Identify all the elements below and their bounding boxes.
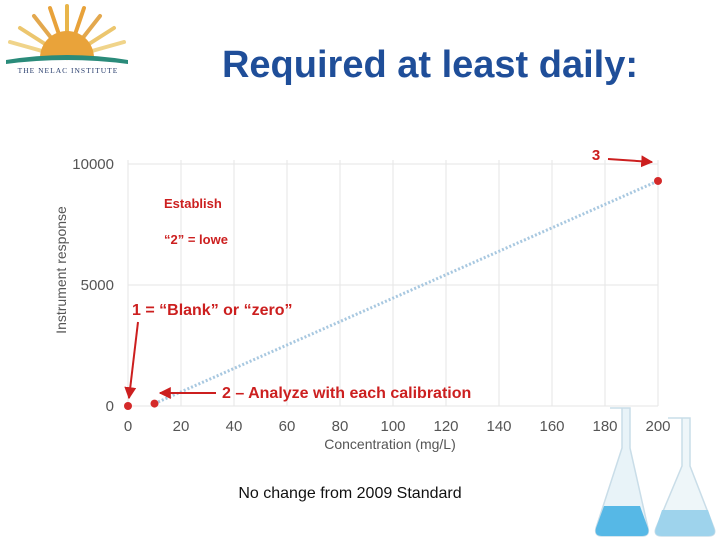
- flask-icon: [594, 407, 716, 537]
- nelac-logo: THE NELAC INSTITUTE: [0, 0, 135, 80]
- x-tick-label: 60: [279, 418, 296, 435]
- x-tick-label: 100: [380, 418, 405, 435]
- x-tick-label: 140: [486, 418, 511, 435]
- annotation-establish: Establish: [164, 196, 222, 211]
- y-tick-label: 5000: [81, 277, 114, 294]
- x-tick-label: 200: [645, 418, 670, 435]
- y-tick-label: 10000: [72, 156, 114, 173]
- x-tick-label: 40: [226, 418, 243, 435]
- y-axis-label: Instrument response: [53, 206, 69, 334]
- arrow-1: [124, 321, 139, 400]
- data-point: [654, 176, 662, 185]
- x-axis-label: Concentration (mg/L): [324, 436, 456, 452]
- x-tick-label: 0: [124, 418, 132, 435]
- x-tick-label: 80: [332, 418, 349, 435]
- data-point: [150, 399, 159, 408]
- data-point: [124, 402, 132, 410]
- trendline: [153, 179, 659, 405]
- slide-title: Required at least daily:: [221, 44, 638, 86]
- annotation-lower: “2” = lowe: [164, 232, 228, 247]
- annotation-2: 2 – Analyze with each calibration: [222, 385, 471, 402]
- x-tick-label: 180: [592, 418, 617, 435]
- y-tick-label: 0: [106, 398, 114, 415]
- x-tick-label: 160: [539, 418, 564, 435]
- arrow-3: [607, 155, 654, 168]
- annotation-3: 3: [592, 147, 600, 164]
- sunrise-logo-icon: [6, 4, 128, 64]
- logo-text: THE NELAC INSTITUTE: [17, 66, 119, 75]
- x-tick-label: 120: [433, 418, 458, 435]
- x-tick-label: 20: [173, 418, 190, 435]
- footer-note: No change from 2009 Standard: [238, 485, 462, 502]
- annotation-1: 1 = “Blank” or “zero”: [132, 302, 293, 319]
- flask-image: [590, 378, 720, 540]
